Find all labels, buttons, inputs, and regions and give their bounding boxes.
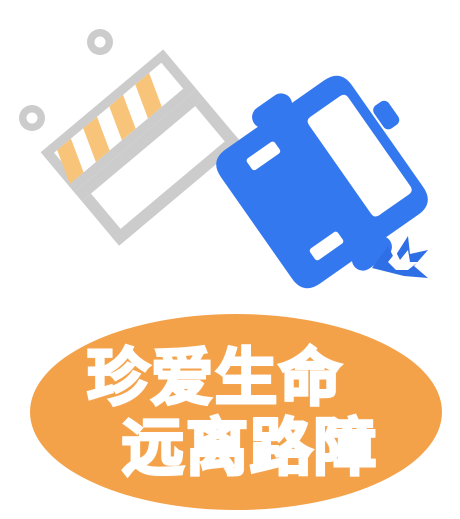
slogan-line-2: 远离路障 <box>120 410 378 484</box>
slogan-line-1: 珍爱生命 <box>85 340 343 414</box>
slogan: 珍爱生命 远离路障 <box>30 315 430 510</box>
crash-spark-icon <box>372 236 428 278</box>
overturned-car-icon <box>216 75 428 289</box>
road-barrier-icon <box>19 29 242 246</box>
slogan-background <box>30 314 442 510</box>
